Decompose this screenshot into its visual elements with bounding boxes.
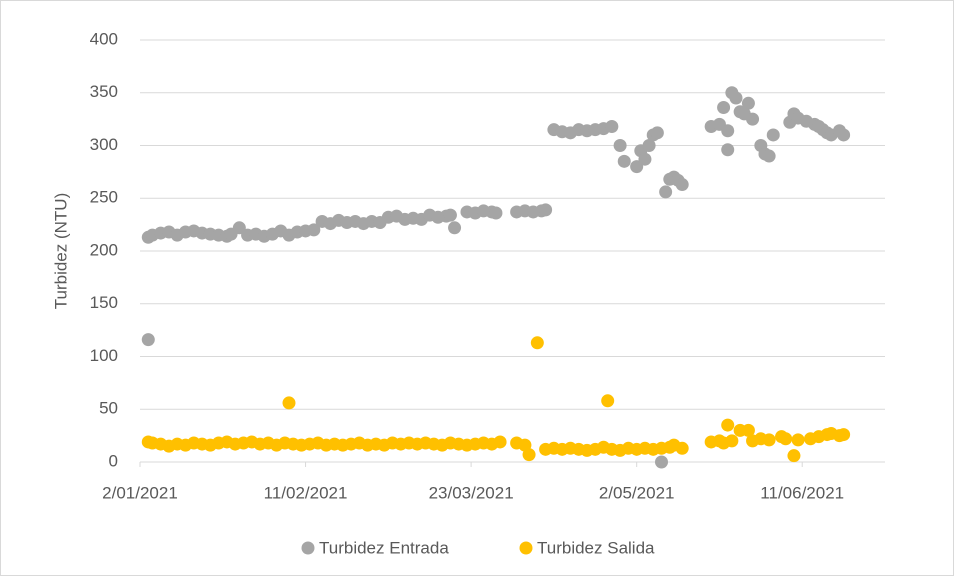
point <box>489 206 503 220</box>
point <box>721 124 735 138</box>
point <box>779 432 793 446</box>
point <box>655 455 668 469</box>
point <box>721 143 735 157</box>
point <box>837 428 851 442</box>
point <box>791 433 805 447</box>
x-tick-label: 23/03/2021 <box>429 483 514 502</box>
y-tick-label: 150 <box>90 293 118 312</box>
point <box>307 223 321 237</box>
point <box>642 139 656 152</box>
point <box>141 333 155 347</box>
point <box>282 396 296 410</box>
y-tick-label: 200 <box>90 240 118 259</box>
x-tick-label: 2/05/2021 <box>599 483 675 502</box>
point <box>675 178 689 192</box>
x-tick-label: 11/06/2021 <box>760 483 844 502</box>
point <box>721 418 735 432</box>
point <box>675 441 689 455</box>
y-tick-label: 100 <box>90 346 118 365</box>
point <box>638 152 652 166</box>
y-tick-label: 350 <box>90 82 118 101</box>
legend-label: Turbidez Entrada <box>319 538 449 557</box>
y-tick-label: 50 <box>99 399 118 418</box>
point <box>443 208 457 222</box>
point <box>605 120 619 134</box>
point <box>530 336 544 350</box>
y-axis-label: Turbidez (NTU) <box>51 193 70 310</box>
y-tick-label: 250 <box>90 188 118 207</box>
point <box>766 128 780 142</box>
y-tick-label: 0 <box>109 451 118 470</box>
point <box>837 128 851 142</box>
point <box>522 448 536 462</box>
point <box>650 126 664 140</box>
point <box>741 423 755 437</box>
y-tick-label: 300 <box>90 135 118 154</box>
point <box>613 139 627 152</box>
point <box>493 435 507 449</box>
point <box>448 221 462 235</box>
point <box>232 221 246 235</box>
legend-marker <box>301 541 315 555</box>
point <box>762 149 776 163</box>
point <box>717 101 731 115</box>
x-tick-label: 11/02/2021 <box>264 483 348 502</box>
legend-marker <box>519 541 533 555</box>
point <box>539 203 553 217</box>
point <box>762 433 776 447</box>
point <box>659 185 673 199</box>
point <box>741 96 755 110</box>
y-tick-label: 400 <box>90 29 118 48</box>
point <box>601 394 615 408</box>
x-tick-label: 2/01/2021 <box>102 483 178 502</box>
point <box>630 160 644 174</box>
point <box>746 112 760 126</box>
legend-label: Turbidez Salida <box>537 538 655 557</box>
point <box>617 154 631 168</box>
point <box>725 434 739 448</box>
point <box>787 449 801 463</box>
point <box>729 91 743 105</box>
